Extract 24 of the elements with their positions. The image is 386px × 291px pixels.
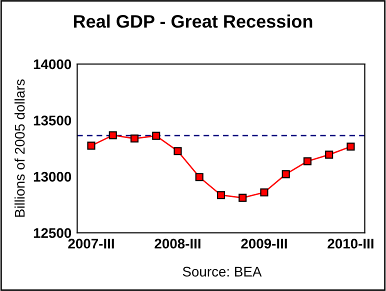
point	[195, 173, 204, 182]
point	[216, 191, 226, 200]
y-tick-label: 13000	[34, 172, 72, 182]
x-tick-label: 2009-III	[241, 238, 287, 249]
y-tick-label: 12500	[34, 228, 72, 238]
chart-title: Real GDP - Great Recession	[74, 14, 312, 28]
source-note: Source: BEA	[182, 266, 262, 277]
point	[238, 194, 247, 202]
x-tick-label: 2010-III	[328, 238, 374, 249]
point	[130, 134, 139, 143]
point	[325, 150, 334, 159]
point	[87, 142, 96, 150]
point	[260, 188, 268, 196]
point	[282, 170, 290, 178]
y-axis-title: Billions of 2005 dollars	[14, 79, 25, 217]
y-tick-label: 14000	[34, 59, 72, 70]
x-tick-label: 2008-III	[154, 238, 200, 249]
point	[174, 147, 182, 156]
y-tick-label: 13500	[34, 116, 72, 126]
x-tick-label: 2007-III	[68, 238, 114, 249]
point	[346, 142, 355, 151]
point	[108, 131, 117, 140]
point	[303, 157, 312, 166]
point	[152, 132, 160, 140]
